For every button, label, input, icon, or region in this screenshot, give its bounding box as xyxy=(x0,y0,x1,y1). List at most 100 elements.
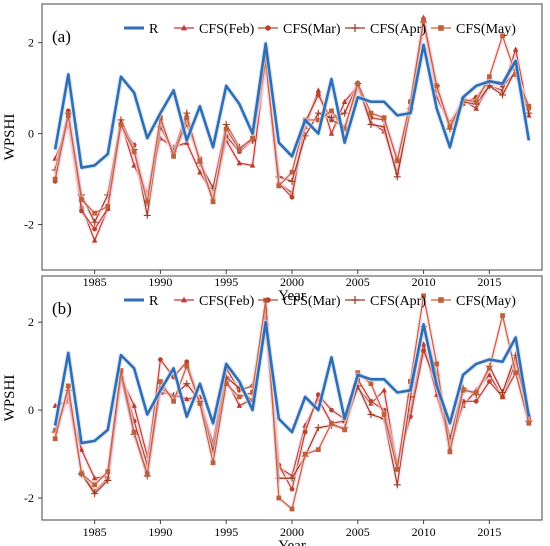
data-point xyxy=(197,158,203,164)
data-point xyxy=(328,130,335,136)
data-point xyxy=(421,293,426,299)
data-point xyxy=(355,81,361,86)
data-point xyxy=(79,471,84,477)
data-point xyxy=(500,33,505,39)
y-tick-label: -2 xyxy=(24,491,34,505)
data-point xyxy=(315,117,321,123)
legend-label: R xyxy=(149,22,159,37)
data-point xyxy=(329,420,334,426)
data-point xyxy=(105,203,111,209)
legend-item-cfs-feb: CFS(Feb) xyxy=(174,294,255,309)
data-point xyxy=(394,467,400,472)
legend-marker xyxy=(181,296,187,303)
data-point xyxy=(91,218,99,226)
y-axis-label: WPSHI xyxy=(2,375,18,422)
data-point xyxy=(289,194,295,200)
y-tick-label: 0 xyxy=(28,127,34,141)
legend-item-cfs-may: CFS(May) xyxy=(431,294,516,309)
data-point xyxy=(210,460,216,466)
data-point xyxy=(368,381,374,387)
data-point xyxy=(342,126,348,132)
data-point xyxy=(421,348,426,354)
data-point xyxy=(236,402,243,408)
legend-item-cfs-apr: CFS(Apr) xyxy=(345,294,426,309)
data-point xyxy=(65,383,71,389)
legend-label: CFS(Mar) xyxy=(283,294,341,309)
data-point xyxy=(289,506,295,512)
legend-item-cfs-may: CFS(May) xyxy=(431,22,516,37)
data-point xyxy=(486,74,492,80)
data-point xyxy=(513,370,519,376)
legend-label: CFS(May) xyxy=(456,22,516,37)
series-line xyxy=(53,42,531,169)
data-point xyxy=(91,490,99,498)
data-point xyxy=(118,368,124,373)
data-point xyxy=(434,83,440,89)
legend-marker xyxy=(438,25,444,31)
x-tick-label: 2015 xyxy=(477,525,501,539)
data-point xyxy=(381,412,387,417)
data-point xyxy=(381,115,387,121)
legend-label: CFS(May) xyxy=(456,294,516,309)
data-point xyxy=(473,99,479,105)
data-point xyxy=(434,361,440,367)
data-point xyxy=(368,398,374,404)
x-tick-label: 2015 xyxy=(477,275,501,289)
panel-label: (a) xyxy=(52,27,71,46)
x-tick-label: 2005 xyxy=(346,525,370,539)
legend-item-cfs-apr: CFS(Apr) xyxy=(345,22,426,37)
data-point xyxy=(341,98,348,104)
data-point xyxy=(499,389,507,397)
legend-label: CFS(Mar) xyxy=(283,22,341,37)
data-point xyxy=(447,124,453,130)
data-point xyxy=(276,183,282,189)
data-point xyxy=(394,158,400,164)
data-point xyxy=(314,424,322,432)
x-axis-label: Year xyxy=(278,288,306,304)
data-point xyxy=(223,381,229,387)
data-point xyxy=(131,402,137,408)
plot-area xyxy=(51,293,533,512)
series-r xyxy=(52,319,532,446)
plot-area xyxy=(51,14,533,243)
data-point xyxy=(420,341,427,347)
legend-label: CFS(Feb) xyxy=(199,22,255,37)
data-point xyxy=(473,105,480,111)
legend-marker xyxy=(181,24,187,31)
data-point xyxy=(329,407,334,413)
data-point xyxy=(236,394,242,400)
data-point xyxy=(171,153,176,159)
data-point xyxy=(512,46,519,52)
data-point xyxy=(499,91,507,99)
data-point xyxy=(526,103,532,109)
data-point xyxy=(158,357,163,362)
data-point xyxy=(315,87,322,93)
legend-item-cfs-mar: CFS(Mar) xyxy=(258,294,341,309)
legend-item-r: R xyxy=(124,294,159,309)
data-point xyxy=(79,197,84,202)
x-tick-label: 2000 xyxy=(280,525,304,539)
legend-item-cfs-mar: CFS(Mar) xyxy=(258,22,341,37)
data-point xyxy=(143,211,151,219)
data-point xyxy=(393,481,401,489)
data-point xyxy=(367,120,375,128)
data-point xyxy=(327,114,335,122)
legend-label: CFS(Apr) xyxy=(370,294,426,309)
chart-panel-a: -2 0 2 1985 1990 1995 2000 2005 2010 2015 Year WPSH… xyxy=(2,3,543,304)
legend-item-r: R xyxy=(124,22,159,37)
data-point xyxy=(91,237,98,243)
data-point xyxy=(421,17,426,23)
data-point xyxy=(171,398,176,404)
data-point xyxy=(486,365,492,371)
x-tick-label: 1995 xyxy=(214,525,238,539)
data-point xyxy=(78,446,85,452)
x-tick-label: 1985 xyxy=(83,525,107,539)
data-point xyxy=(184,359,190,365)
x-tick-label: 1985 xyxy=(83,275,107,289)
data-point xyxy=(184,363,190,369)
data-point xyxy=(486,379,492,384)
legend-label: CFS(Apr) xyxy=(370,22,426,37)
data-point xyxy=(314,109,322,117)
data-point xyxy=(223,126,229,132)
series-r xyxy=(52,41,532,171)
